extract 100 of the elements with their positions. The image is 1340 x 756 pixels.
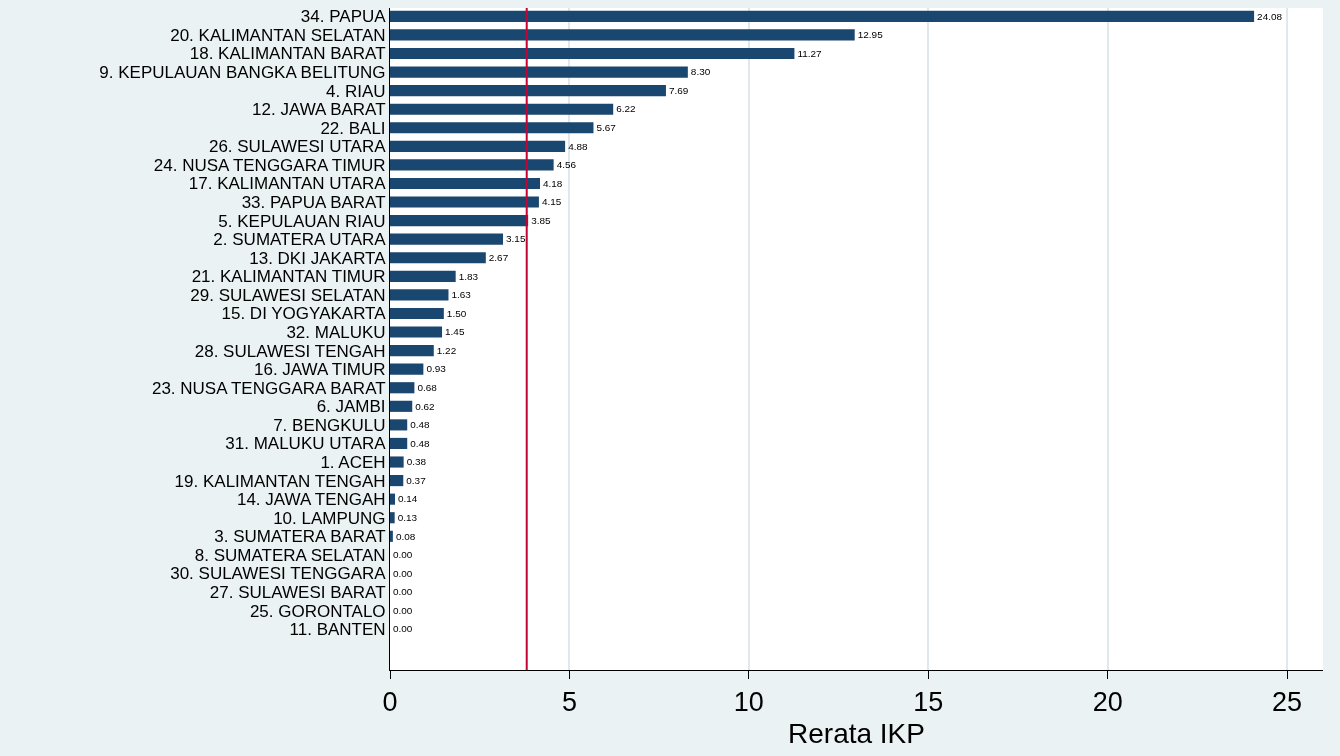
y-tick-label: 8. SUMATERA SELATAN xyxy=(194,545,386,565)
data-label: 1.50 xyxy=(446,307,467,319)
y-tick-label: 22. BALI xyxy=(320,118,386,138)
bar xyxy=(390,47,795,60)
bar xyxy=(390,512,395,524)
x-axis-title: Rerata IKP xyxy=(788,717,925,749)
x-tick-label: 0 xyxy=(382,687,398,718)
data-label: 6.22 xyxy=(616,103,637,115)
data-label: 0.08 xyxy=(395,530,416,542)
y-tick-label: 31. MALUKU UTARA xyxy=(225,434,387,454)
data-label: 0.00 xyxy=(393,549,413,561)
y-tick-label: 33. PAPUA BARAT xyxy=(241,193,386,212)
y-tick-label: 14. JAWA TENGAH xyxy=(236,490,386,510)
data-label: 0.14 xyxy=(398,493,418,505)
y-tick-label: 5. KEPULAUAN RIAU xyxy=(218,211,386,231)
y-tick-label: 28. SULAWESI TENGAH xyxy=(194,341,386,361)
y-tick-label: 7. BENGKULU xyxy=(273,415,386,435)
y-tick-label: 24. NUSA TENGGARA TIMUR xyxy=(153,155,386,175)
y-tick-label: 30. SULAWESI TENGGARA xyxy=(170,564,387,584)
y-tick-label: 34. PAPUA xyxy=(300,7,387,27)
bar xyxy=(390,530,393,542)
y-tick-label: 9. KEPULAUAN BANGKA BELITUNG xyxy=(99,63,386,83)
data-label: 4.18 xyxy=(543,177,563,189)
y-tick-label: 11. BANTEN xyxy=(289,620,386,640)
y-tick-label: 17. KALIMANTAN UTARA xyxy=(188,174,387,194)
x-tick-label: 15 xyxy=(913,687,944,718)
data-label: 1.22 xyxy=(436,344,457,356)
data-label: 4.15 xyxy=(541,196,562,208)
data-label: 1.83 xyxy=(458,270,479,282)
data-label: 2.67 xyxy=(488,251,509,263)
data-label: 4.88 xyxy=(568,140,588,152)
y-tick-label: 10. LAMPUNG xyxy=(273,508,386,528)
y-tick-label: 32. MALUKU xyxy=(286,322,386,342)
y-tick-label: 6. JAMBI xyxy=(316,397,386,417)
data-label: 0.13 xyxy=(397,511,418,523)
y-tick-label: 1. ACEH xyxy=(320,452,386,472)
data-label: 0.93 xyxy=(426,363,447,375)
bar xyxy=(390,419,408,431)
bar xyxy=(390,122,594,134)
data-label: 3.15 xyxy=(506,233,526,245)
data-label: 12.95 xyxy=(857,29,884,41)
bar xyxy=(390,382,415,394)
x-tick-label: 20 xyxy=(1092,687,1123,718)
bar xyxy=(390,493,396,505)
x-tick-label: 25 xyxy=(1272,687,1303,718)
data-label: 24.08 xyxy=(1257,10,1283,22)
data-label: 8.30 xyxy=(690,66,711,78)
bar xyxy=(390,345,434,357)
data-label: 0.37 xyxy=(406,474,427,486)
data-label: 0.48 xyxy=(410,419,431,431)
bar xyxy=(390,326,443,338)
y-tick-label: 20. KALIMANTAN SELATAN xyxy=(170,25,386,45)
y-tick-label: 13. DKI JAKARTA xyxy=(249,248,387,268)
y-tick-label: 27. SULAWESI BARAT xyxy=(209,582,386,602)
bar xyxy=(390,177,540,190)
bar xyxy=(390,66,688,78)
x-tick-label: 10 xyxy=(733,687,764,718)
y-tick-label: 12. JAWA BARAT xyxy=(252,100,386,120)
data-label: 5.67 xyxy=(596,121,617,133)
data-label: 4.56 xyxy=(556,159,577,171)
data-label: 0.68 xyxy=(417,381,438,393)
y-tick-label: 4. RIAU xyxy=(326,81,386,101)
data-label: 7.69 xyxy=(668,84,689,96)
data-label: 0.38 xyxy=(406,456,427,468)
bar xyxy=(390,196,539,208)
data-label: 11.27 xyxy=(797,47,823,59)
data-label: 0.00 xyxy=(393,623,413,635)
data-label: 0.48 xyxy=(410,437,431,449)
y-tick-label: 16. JAWA TIMUR xyxy=(253,360,386,380)
y-tick-label: 23. NUSA TENGGARA BARAT xyxy=(151,378,386,398)
data-label: 0.00 xyxy=(393,586,413,598)
bar xyxy=(390,233,504,245)
bar xyxy=(390,475,404,487)
y-tick-label: 2. SUMATERA UTARA xyxy=(213,230,387,250)
bar xyxy=(390,437,408,450)
y-tick-label: 3. SUMATERA BARAT xyxy=(214,527,386,547)
bar xyxy=(390,140,566,152)
bar xyxy=(390,215,529,227)
y-tick-label: 19. KALIMANTAN TENGAH xyxy=(174,471,386,491)
data-label: 1.63 xyxy=(451,289,472,301)
y-tick-label: 26. SULAWESI UTARA xyxy=(208,137,387,157)
data-label: 3.85 xyxy=(531,214,552,226)
bar xyxy=(390,85,666,97)
bar xyxy=(390,29,855,41)
bar xyxy=(390,456,404,468)
data-label: 0.62 xyxy=(415,400,436,412)
bar xyxy=(390,307,444,320)
bar xyxy=(390,270,456,282)
y-tick-label: 21. KALIMANTAN TIMUR xyxy=(191,267,386,287)
data-label: 0.00 xyxy=(393,567,413,579)
data-label: 0.00 xyxy=(393,604,413,616)
y-tick-label: 25. GORONTALO xyxy=(249,601,386,621)
x-tick-label: 5 xyxy=(561,687,577,718)
y-tick-label: 29. SULAWESI SELATAN xyxy=(190,285,386,305)
bar xyxy=(390,363,424,375)
bar xyxy=(390,103,614,115)
bar xyxy=(390,400,413,412)
data-label: 1.45 xyxy=(445,326,465,338)
bar xyxy=(390,10,1255,22)
bar xyxy=(390,289,449,301)
